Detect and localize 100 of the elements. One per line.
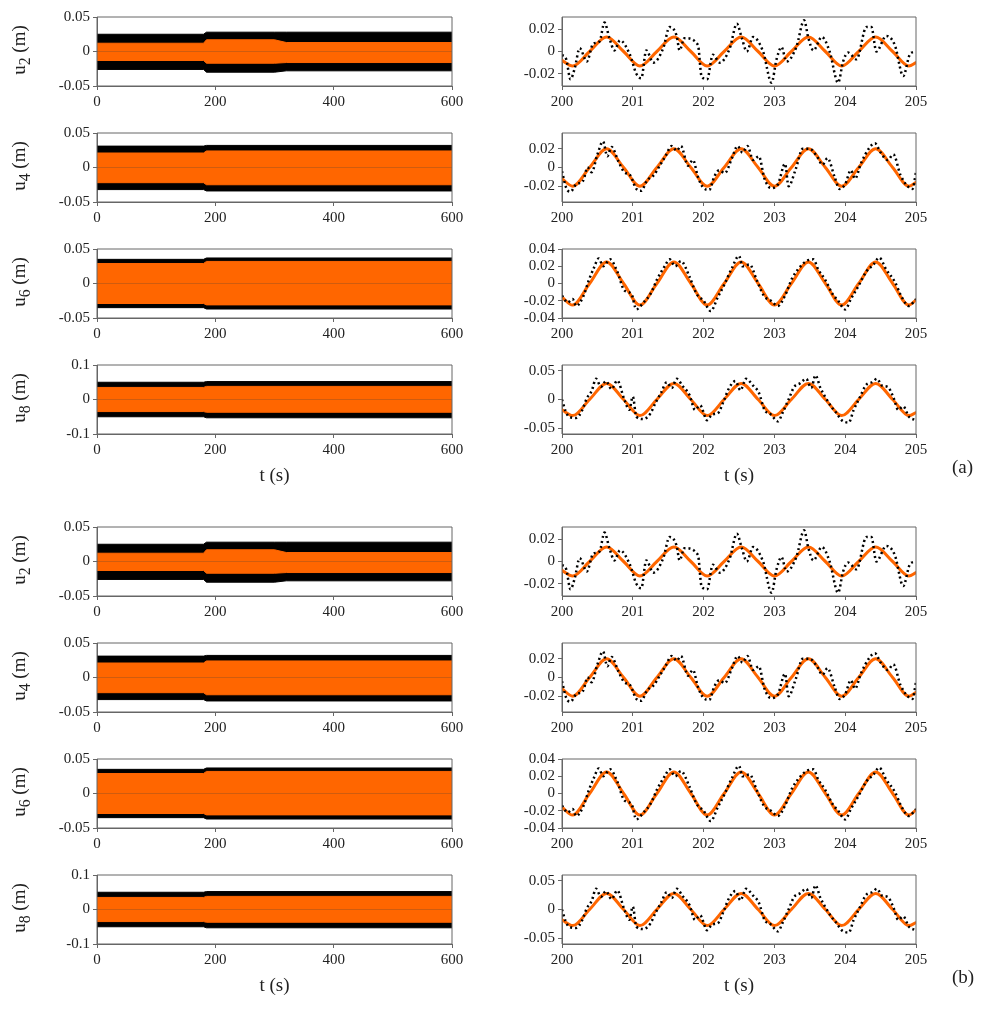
y-tick-label: 0 [82, 784, 90, 801]
y-tick-label: 0.02 [528, 139, 555, 156]
y-tick-label: 0 [82, 668, 90, 685]
x-tick-label: 600 [440, 718, 464, 735]
x-tick-label: 200 [550, 440, 574, 457]
x-tick-label: 204 [833, 208, 857, 225]
x-tick-label: 201 [621, 834, 645, 851]
y-tick-label: -0.1 [66, 424, 90, 441]
x-tick-label: 200 [204, 950, 227, 967]
x-tick-label: 205 [904, 834, 928, 851]
x-tick-label: 200 [204, 324, 227, 341]
y-tick-label: -0.05 [58, 586, 90, 603]
line-series [562, 254, 916, 313]
x-tick-label: 205 [904, 440, 928, 457]
y-tick-label: -0.05 [58, 192, 90, 209]
x-tick-label: 203 [763, 208, 786, 225]
x-tick-label: 200 [204, 92, 227, 109]
y-tick-label: 0 [82, 900, 90, 917]
y-tick-label: 0.02 [528, 257, 555, 274]
x-tick-label: 203 [763, 602, 786, 619]
x-tick-label: 201 [621, 718, 645, 735]
y-tick-label: -0.02 [523, 801, 555, 818]
y-tick-label: 0.04 [528, 749, 556, 766]
y-tick-label: 0 [82, 274, 90, 291]
x-tick-label: 0 [93, 834, 101, 851]
x-tick-label: 202 [692, 208, 715, 225]
x-tick-label: 201 [621, 208, 645, 225]
line-series [562, 764, 916, 823]
y-tick-label: 0 [547, 552, 555, 569]
x-tick-label: 600 [440, 208, 464, 225]
x-tick-label: 204 [833, 602, 857, 619]
x-tick-label: 203 [763, 324, 786, 341]
y-tick-label: 0.05 [63, 239, 90, 256]
y-tick-label: -0.05 [58, 702, 90, 719]
y-tick-label: 0 [82, 42, 90, 59]
y-tick-label: 0 [547, 900, 555, 917]
y-tick-label: 0 [82, 552, 90, 569]
x-tick-label: 0 [93, 950, 101, 967]
x-tick-label: 205 [904, 208, 928, 225]
x-tick-label: 202 [692, 834, 715, 851]
x-tick-label: 200 [204, 602, 227, 619]
x-tick-label: 201 [621, 950, 645, 967]
x-tick-label: 205 [904, 92, 928, 109]
y-tick-label: 0 [82, 390, 90, 407]
y-tick-label: 0.05 [63, 7, 90, 24]
y-tick-label: -0.04 [523, 818, 556, 835]
x-tick-label: 400 [322, 950, 345, 967]
x-tick-label: 200 [204, 718, 227, 735]
y-tick-label: 0.05 [63, 123, 90, 140]
x-axis-title: t (s) [723, 464, 755, 486]
y-tick-label: 0.02 [528, 20, 555, 37]
y-tick-label: 0.05 [63, 749, 90, 766]
y-tick-label: -0.05 [58, 818, 90, 835]
x-tick-label: 204 [833, 324, 857, 341]
x-tick-label: 200 [550, 950, 574, 967]
x-tick-label: 203 [763, 950, 786, 967]
x-tick-label: 203 [763, 834, 786, 851]
x-tick-label: 205 [904, 324, 928, 341]
x-tick-label: 202 [692, 950, 715, 967]
x-tick-label: 204 [833, 440, 857, 457]
x-tick-label: 204 [833, 834, 857, 851]
line-series [562, 381, 916, 418]
y-tick-label: -0.02 [523, 687, 555, 704]
x-tick-label: 200 [204, 440, 227, 457]
x-tick-label: 200 [550, 208, 574, 225]
y-tick-label: 0.05 [528, 871, 555, 888]
x-tick-label: 204 [833, 92, 857, 109]
x-tick-label: 200 [204, 834, 227, 851]
x-tick-label: 204 [833, 718, 857, 735]
x-tick-label: 400 [322, 834, 345, 851]
x-tick-label: 205 [904, 602, 928, 619]
y-tick-label: -0.04 [523, 308, 556, 325]
y-tick-label: 0 [82, 158, 90, 175]
y-tick-label: 0.02 [528, 649, 555, 666]
y-tick-label: 0.04 [528, 239, 556, 256]
line-series [562, 140, 916, 193]
x-tick-label: 0 [93, 718, 101, 735]
y-tick-label: 0 [547, 274, 555, 291]
y-tick-label: 0 [547, 668, 555, 685]
x-tick-label: 203 [763, 92, 786, 109]
x-tick-label: 202 [692, 718, 715, 735]
y-tick-label: 0 [547, 390, 555, 407]
x-tick-label: 600 [440, 440, 464, 457]
line-series [562, 650, 916, 703]
x-tick-label: 600 [440, 834, 464, 851]
y-tick-label: 0 [547, 42, 555, 59]
x-tick-label: 200 [550, 834, 574, 851]
y-tick-label: -0.1 [66, 934, 90, 951]
x-tick-label: 400 [322, 92, 345, 109]
y-tick-label: -0.05 [523, 419, 555, 436]
x-tick-label: 201 [621, 602, 645, 619]
y-tick-label: 0.05 [63, 633, 90, 650]
x-axis-title: t (s) [259, 974, 290, 996]
x-tick-label: 201 [621, 92, 645, 109]
x-tick-label: 600 [440, 92, 464, 109]
x-tick-label: 400 [322, 208, 345, 225]
x-tick-label: 0 [93, 324, 101, 341]
y-tick-label: -0.02 [523, 177, 555, 194]
y-tick-label: -0.02 [523, 64, 555, 81]
text: (a) [952, 456, 974, 478]
